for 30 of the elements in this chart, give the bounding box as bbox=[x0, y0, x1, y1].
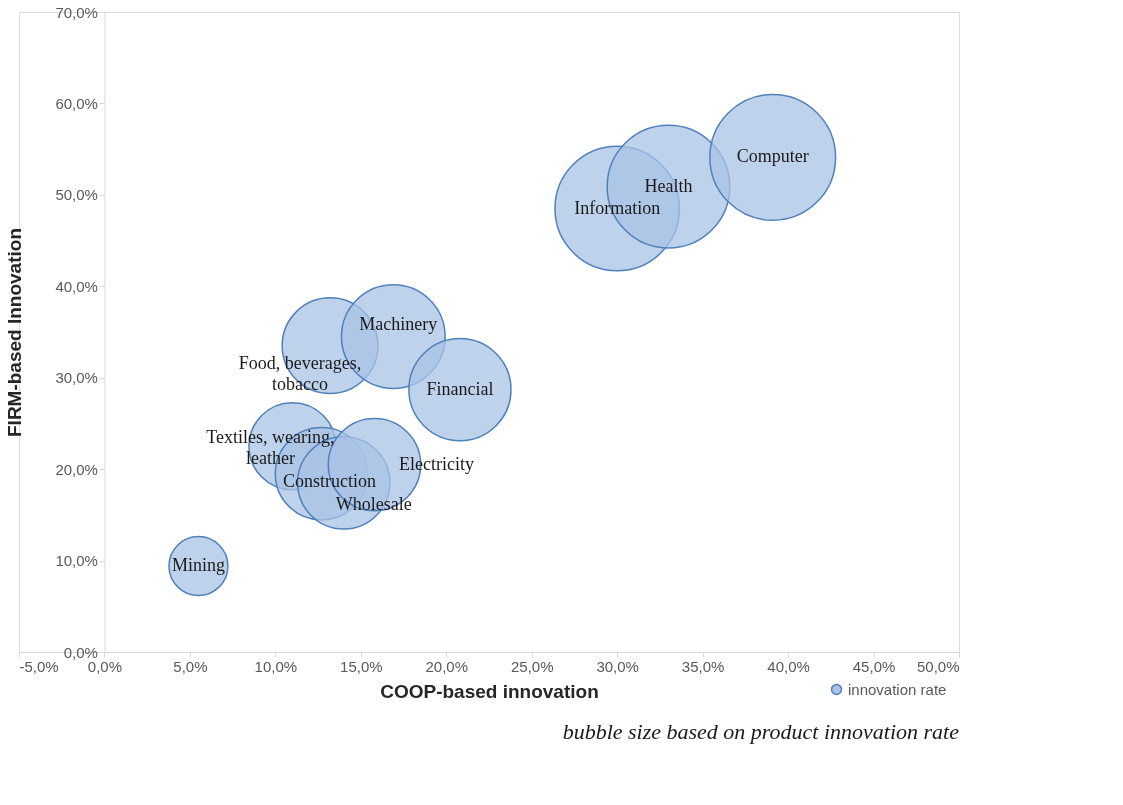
x-axis-title: COOP-based innovation bbox=[380, 680, 599, 702]
y-tick-label: 20,0% bbox=[55, 460, 98, 478]
annotation: Machinery bbox=[359, 313, 438, 334]
annotation: Construction bbox=[283, 470, 377, 491]
y-tick-label: 40,0% bbox=[55, 277, 98, 295]
legend-label: innovation rate bbox=[848, 680, 947, 698]
annotation: Wholesale bbox=[335, 493, 412, 514]
x-tick-label: 40,0% bbox=[767, 657, 810, 675]
x-tick-label: 25,0% bbox=[510, 657, 554, 675]
x-tick-label: 30,0% bbox=[596, 657, 639, 675]
y-tick-label: 30,0% bbox=[55, 369, 98, 387]
text: bubble size based on product innovation rate bbox=[562, 719, 960, 744]
y-axis-title: FIRM-based Innovation bbox=[4, 228, 26, 437]
x-tick-label: 45,0% bbox=[852, 657, 896, 675]
x-tick-label: 50,0% bbox=[916, 657, 960, 675]
annotation: Health bbox=[644, 175, 693, 196]
annotation: Mining bbox=[171, 555, 225, 576]
y-tick-label: 10,0% bbox=[55, 552, 98, 570]
x-tick-label: 35,0% bbox=[681, 657, 725, 675]
x-tick-label: -5,0% bbox=[19, 657, 59, 675]
y-tick-label: 60,0% bbox=[55, 94, 98, 112]
annotation: Computer bbox=[736, 146, 809, 167]
x-tick-label: 20,0% bbox=[425, 657, 469, 675]
x-tick-label: 5,0% bbox=[173, 657, 208, 675]
annotation: Financial bbox=[426, 378, 494, 399]
y-tick-label: 50,0% bbox=[55, 186, 98, 204]
annotation: Information bbox=[574, 197, 661, 218]
x-tick-label: 10,0% bbox=[254, 657, 298, 675]
y-tick-label: 70,0% bbox=[55, 3, 98, 21]
x-tick-label: 15,0% bbox=[340, 657, 383, 675]
